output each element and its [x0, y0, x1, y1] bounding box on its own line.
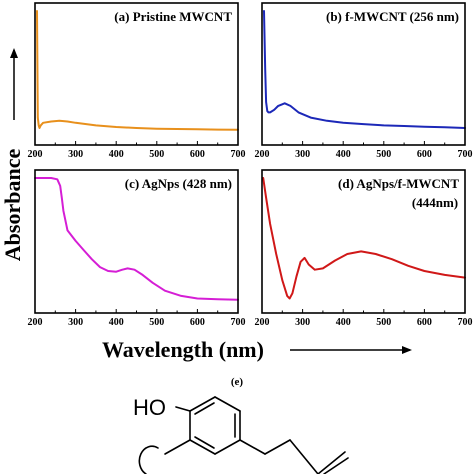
- series-line-c: [34, 177, 239, 301]
- panel-b-title: (b) f-MWCNT (256 nm): [326, 9, 459, 24]
- x-tick-label-b-200: 200: [255, 149, 270, 160]
- series-line-d: [262, 177, 466, 300]
- x-tick-label-a-700: 700: [231, 149, 246, 160]
- allyl-double-bond-2: [323, 457, 349, 474]
- panel-d-title: (d) AgNps/f-MWCNT: [338, 176, 459, 191]
- x-tick-label-c-500: 500: [149, 317, 164, 328]
- allyl-bond-2: [264, 439, 291, 455]
- x-tick-label-a-500: 500: [149, 149, 164, 160]
- panel-d-subtitle: (444nm): [412, 195, 458, 210]
- allyl-bond-3: [289, 439, 319, 474]
- ring-bond-4: [214, 439, 241, 455]
- x-tick-label-d-200: 200: [255, 317, 270, 328]
- series-line-a: [36, 10, 239, 131]
- molecule-structure: HO: [133, 395, 349, 474]
- x-tick-label-b-600: 600: [417, 149, 432, 160]
- panel-c: 200 300 400 500 600 700 (c) AgNps (428 nm): [28, 169, 246, 328]
- x-tick-label-a-200: 200: [28, 149, 43, 160]
- x-tick-label-a-300: 300: [68, 149, 83, 160]
- x-tick-label-b-500: 500: [376, 149, 391, 160]
- allyl-double-bond: [317, 451, 346, 474]
- hydroxyl-label: HO: [133, 395, 166, 420]
- chart-panels: 200 300 400 500 600 700 (a) Pristine MWCNT 200 3…: [28, 2, 473, 328]
- x-tick-label-d-400: 400: [336, 317, 351, 328]
- methoxy-oxygen: [138, 445, 159, 474]
- x-tick-label-d-700: 700: [458, 317, 473, 328]
- ring-bond-5: [189, 439, 216, 455]
- panel-a-title: (a) Pristine MWCNT: [114, 9, 232, 24]
- ring-bond-1: [189, 396, 216, 412]
- ring-bond-2: [214, 396, 241, 412]
- panel-a: 200 300 400 500 600 700 (a) Pristine MWCNT: [28, 2, 246, 160]
- panel-c-title: (c) AgNps (428 nm): [125, 176, 232, 191]
- x-tick-label-a-600: 600: [190, 149, 205, 160]
- y-axis-title: Absorbance: [0, 149, 25, 262]
- panel-b: 200 300 400 500 600 700 (b) f-MWCNT (256 nm): [255, 2, 473, 160]
- panel-c-frame: [34, 169, 239, 314]
- x-tick-label-a-400: 400: [109, 149, 124, 160]
- x-tick-label-c-600: 600: [190, 317, 205, 328]
- series-line-b: [263, 10, 466, 129]
- bond-methoxy: [164, 439, 191, 455]
- x-tick-label-b-700: 700: [458, 149, 473, 160]
- x-tick-label-c-200: 200: [28, 317, 43, 328]
- panel-a-frame: [34, 2, 239, 146]
- panel-e-label: (e): [231, 376, 244, 388]
- x-tick-label-b-300: 300: [295, 149, 310, 160]
- allyl-bond-1: [239, 439, 266, 455]
- x-tick-label-c-300: 300: [68, 317, 83, 328]
- x-tick-label-b-400: 400: [336, 149, 351, 160]
- x-tick-label-d-600: 600: [417, 317, 432, 328]
- x-tick-label-c-700: 700: [231, 317, 246, 328]
- ring-double-bond-1: [194, 402, 215, 415]
- panel-d: 200 300 400 500 600 700 (d) AgNps/f-MWCNT (444n…: [255, 169, 473, 328]
- x-tick-label-d-500: 500: [376, 317, 391, 328]
- ring-double-bond-3: [194, 436, 215, 449]
- x-tick-label-c-400: 400: [109, 317, 124, 328]
- x-tick-label-d-300: 300: [295, 317, 310, 328]
- x-axis-title: Wavelength (nm): [102, 337, 264, 362]
- bond-oh: [175, 406, 191, 412]
